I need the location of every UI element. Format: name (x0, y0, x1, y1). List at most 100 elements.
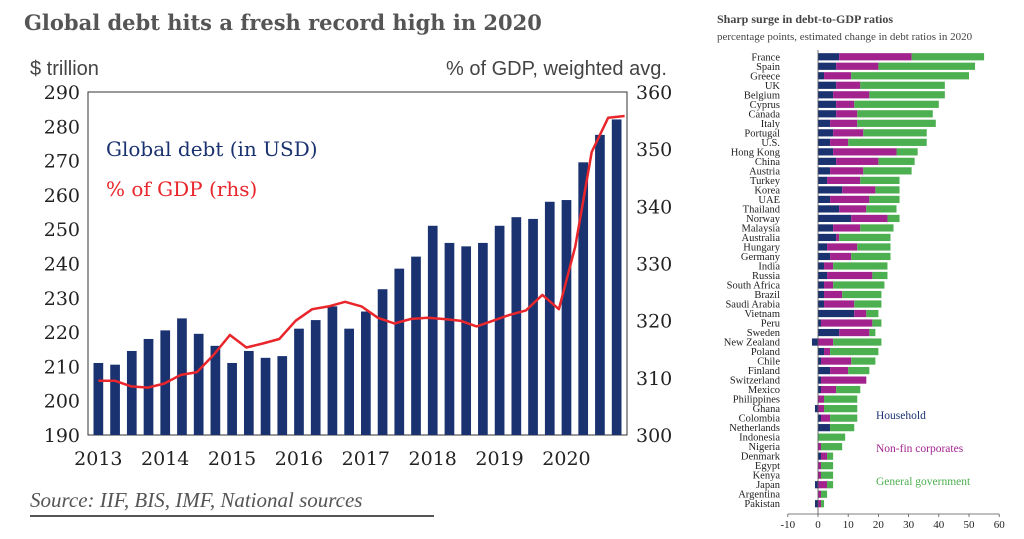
stack-segment (896, 148, 918, 156)
country-label: Pakistan (744, 499, 780, 510)
debt-bar (177, 318, 187, 435)
country-label: Poland (751, 347, 781, 358)
y-tick-right: 320 (636, 311, 672, 333)
country-label: Canada (749, 109, 781, 120)
stack-segment (814, 405, 818, 413)
stack-segment (818, 72, 825, 80)
debt-bar (193, 333, 204, 435)
country-label: Peru (761, 319, 781, 330)
stack-segment (839, 233, 891, 242)
stack-segment (824, 347, 831, 356)
country-label: Denmark (741, 452, 781, 463)
stack-segment (830, 195, 870, 204)
x-tick: 50 (964, 519, 976, 531)
country-label: Portugal (744, 128, 780, 139)
stack-segment (821, 386, 837, 394)
stack-segment (821, 452, 828, 460)
stack-segment (821, 471, 834, 479)
y-tick-left: 260 (44, 185, 80, 207)
stack-segment (878, 62, 976, 70)
country-label: Indonesia (739, 433, 780, 444)
source-note: Source: IIF, BIS, IMF, National sources (30, 488, 363, 512)
debt-bar (461, 246, 472, 435)
stack-segment (878, 157, 915, 165)
country-label: Austria (749, 166, 780, 177)
debt-bar (561, 200, 572, 435)
stack-segment (818, 119, 831, 127)
stack-segment (839, 205, 867, 213)
country-label: Netherlands (729, 423, 780, 434)
x-tick: 40 (933, 519, 945, 531)
debt-ratio-chart-panel: Sharp surge in debt-to-GDP ratios percen… (704, 0, 1024, 539)
country-label: Hungary (743, 242, 780, 253)
stack-segment (833, 91, 870, 99)
stack-segment (811, 338, 818, 346)
debt-bar (310, 320, 321, 435)
stack-segment (818, 405, 825, 413)
debt-bar (511, 217, 522, 435)
legend-non-fin-corporates: Non-fin corporates (876, 443, 964, 455)
debt-bar (210, 345, 221, 435)
country-label: India (758, 261, 780, 272)
debt-bar (394, 268, 405, 435)
stack-segment (818, 252, 831, 261)
stack-segment (818, 148, 834, 156)
stack-segment (818, 386, 822, 394)
country-label: South Africa (727, 280, 781, 291)
stack-segment (818, 205, 840, 213)
stack-segment (830, 414, 858, 422)
stack-segment (836, 386, 861, 394)
stack-segment (821, 462, 834, 470)
stack-segment (814, 500, 818, 508)
stack-segment (824, 395, 858, 403)
stack-segment (818, 414, 822, 422)
debt-bar (411, 256, 421, 435)
stack-segment (818, 157, 837, 165)
stack-segment (818, 129, 834, 137)
debt-bar (544, 201, 555, 435)
x-tick: 2016 (275, 448, 323, 470)
x-tick: 2018 (409, 448, 457, 470)
stack-segment (818, 214, 852, 223)
stack-segment (854, 100, 939, 108)
country-label: Australia (742, 233, 781, 244)
country-label: China (755, 157, 780, 168)
country-label: Egypt (755, 461, 780, 472)
y-tick-left: 240 (44, 254, 80, 276)
debt-bar (494, 225, 505, 435)
country-label: Chile (757, 357, 780, 368)
stack-segment (818, 100, 837, 108)
legend-global-debt: Global debt (in USD) (106, 137, 318, 161)
stack-segment (818, 186, 843, 194)
chart-subtitle-right: percentage points, estimated change in d… (717, 31, 973, 43)
gdp-ratio-line (98, 114, 625, 389)
y-tick-right: 330 (636, 254, 672, 276)
stack-segment (830, 252, 852, 261)
country-label: New Zealand (724, 338, 781, 349)
stack-segment (824, 290, 843, 299)
country-label: Malaysia (742, 223, 781, 234)
y-tick-right: 310 (636, 368, 672, 390)
stack-segment (818, 53, 840, 61)
stack-segment (818, 300, 825, 308)
debt-bar (361, 311, 371, 435)
stack-segment (836, 233, 840, 242)
stack-segment (857, 119, 936, 127)
y-tick-left: 220 (44, 322, 80, 344)
x-tick: 2013 (74, 448, 122, 470)
stack-segment (818, 233, 837, 242)
stack-segment (818, 471, 822, 479)
stack-segment (818, 138, 831, 146)
stack-segment (875, 186, 900, 194)
stack-segment (821, 376, 867, 384)
country-label: Turkey (750, 176, 781, 187)
stack-segment (818, 424, 831, 432)
stack-segment (830, 347, 879, 356)
debt-bar (126, 350, 137, 435)
stack-segment (869, 328, 876, 337)
stack-segment (818, 443, 822, 451)
stack-segment (821, 443, 843, 451)
stack-segment (833, 224, 861, 232)
stack-segment (839, 53, 912, 61)
global-debt-chart-panel: Global debt hits a fresh record high in … (24, 10, 672, 517)
